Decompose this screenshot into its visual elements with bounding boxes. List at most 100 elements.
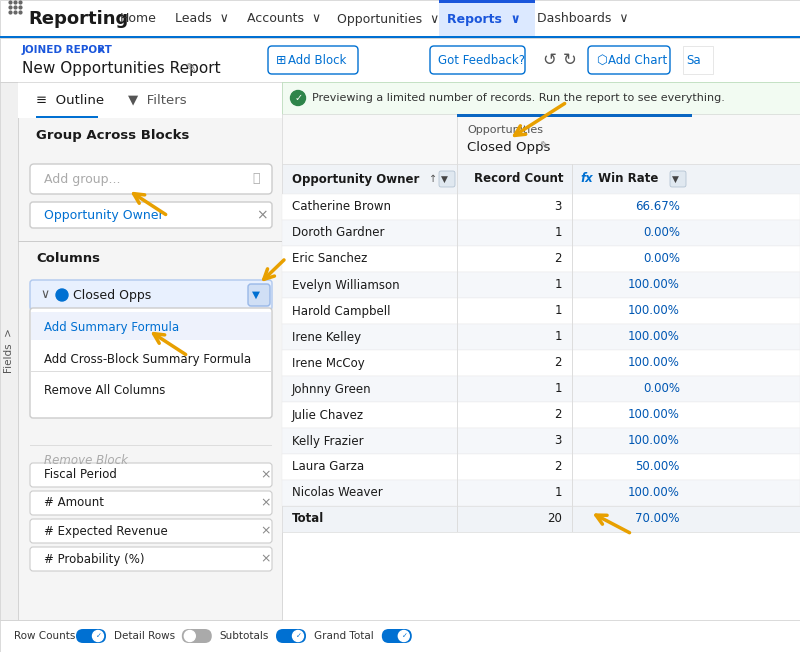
FancyBboxPatch shape: [430, 46, 525, 74]
Bar: [457, 480, 458, 506]
Text: 100.00%: 100.00%: [628, 486, 680, 499]
Text: 2: 2: [554, 460, 562, 473]
Bar: [572, 506, 573, 532]
Bar: [282, 82, 800, 620]
Circle shape: [293, 630, 303, 642]
Bar: [572, 454, 573, 480]
Bar: [457, 428, 458, 454]
Text: 100.00%: 100.00%: [628, 278, 680, 291]
Bar: [282, 454, 800, 480]
Text: 100.00%: 100.00%: [628, 331, 680, 344]
Text: 66.67%: 66.67%: [635, 201, 680, 213]
Text: Remove Block: Remove Block: [44, 454, 128, 466]
Text: 100.00%: 100.00%: [628, 434, 680, 447]
Text: Leads  ∨: Leads ∨: [175, 12, 229, 25]
Bar: [457, 114, 458, 164]
Text: ×: ×: [256, 208, 268, 222]
Bar: [457, 194, 458, 220]
Text: 0.00%: 0.00%: [643, 252, 680, 265]
Text: Harold Campbell: Harold Campbell: [292, 304, 390, 318]
Bar: [572, 350, 573, 376]
FancyBboxPatch shape: [30, 463, 272, 487]
Bar: [282, 220, 800, 246]
Circle shape: [93, 630, 103, 642]
Text: ▼: ▼: [672, 175, 679, 183]
Text: Total: Total: [292, 512, 324, 526]
Text: Reporting: Reporting: [28, 10, 128, 28]
Text: Closed Opps: Closed Opps: [73, 288, 151, 301]
Text: # Probability (%): # Probability (%): [44, 552, 145, 565]
Text: Eric Sanchez: Eric Sanchez: [292, 252, 367, 265]
Bar: [457, 376, 458, 402]
Bar: [457, 164, 458, 194]
Text: Fiscal Period: Fiscal Period: [44, 469, 117, 481]
Text: 50.00%: 50.00%: [636, 460, 680, 473]
Text: ✓: ✓: [402, 633, 408, 639]
Text: Dashboards  ∨: Dashboards ∨: [537, 12, 629, 25]
Bar: [282, 164, 800, 194]
FancyBboxPatch shape: [439, 171, 455, 187]
Text: ×: ×: [260, 552, 270, 565]
Text: Columns: Columns: [36, 252, 100, 265]
Text: Irene Kelley: Irene Kelley: [292, 331, 361, 344]
Bar: [0, 36, 800, 38]
Text: ✎: ✎: [539, 142, 548, 152]
Text: ↑: ↑: [429, 174, 437, 184]
Bar: [30, 445, 272, 446]
Bar: [36, 116, 98, 118]
Text: Grand Total: Grand Total: [314, 631, 374, 641]
Text: Add Chart: Add Chart: [608, 53, 667, 67]
FancyBboxPatch shape: [588, 46, 670, 74]
Bar: [282, 246, 800, 272]
Text: Group Across Blocks: Group Across Blocks: [36, 128, 190, 141]
Text: ✓: ✓: [96, 633, 102, 639]
Bar: [0, 82, 18, 620]
Bar: [31, 371, 271, 372]
Text: Add group...: Add group...: [44, 173, 121, 186]
Bar: [457, 454, 458, 480]
Text: Add Block: Add Block: [288, 53, 346, 67]
Text: ×: ×: [260, 497, 270, 509]
Text: Add Summary Formula: Add Summary Formula: [44, 321, 179, 334]
FancyBboxPatch shape: [76, 629, 106, 643]
Text: 70.00%: 70.00%: [635, 512, 680, 526]
Bar: [457, 220, 458, 246]
Text: Home: Home: [120, 12, 157, 25]
Text: 1: 1: [554, 226, 562, 239]
Text: Opportunity Owner: Opportunity Owner: [292, 173, 419, 186]
Text: Nicolas Weaver: Nicolas Weaver: [292, 486, 382, 499]
Text: 1: 1: [554, 304, 562, 318]
Text: 20: 20: [547, 512, 562, 526]
Text: Accounts  ∨: Accounts ∨: [247, 12, 321, 25]
FancyBboxPatch shape: [382, 629, 412, 643]
Text: Record Count: Record Count: [474, 173, 564, 186]
Text: 0.00%: 0.00%: [643, 383, 680, 396]
Bar: [18, 82, 282, 620]
Bar: [572, 272, 573, 298]
Bar: [572, 402, 573, 428]
FancyBboxPatch shape: [276, 629, 306, 643]
Text: ▼  Filters: ▼ Filters: [128, 93, 186, 106]
Text: Fields  >: Fields >: [4, 329, 14, 374]
Bar: [572, 480, 573, 506]
Text: ✎: ✎: [186, 61, 197, 74]
Text: ≡  Outline: ≡ Outline: [36, 93, 104, 106]
Text: Add Cross-Block Summary Formula: Add Cross-Block Summary Formula: [44, 353, 251, 366]
Bar: [282, 114, 800, 164]
FancyBboxPatch shape: [30, 308, 272, 418]
Bar: [282, 82, 800, 114]
Text: 100.00%: 100.00%: [628, 357, 680, 370]
Text: Win Rate: Win Rate: [594, 173, 658, 186]
Bar: [683, 46, 713, 74]
Bar: [457, 324, 458, 350]
Text: Opportunity Owner: Opportunity Owner: [44, 209, 164, 222]
FancyBboxPatch shape: [182, 629, 212, 643]
Text: Kelly Frazier: Kelly Frazier: [292, 434, 364, 447]
Text: Sa: Sa: [686, 53, 701, 67]
Bar: [18, 241, 282, 242]
Text: ↻: ↻: [563, 51, 577, 69]
Text: 100.00%: 100.00%: [628, 409, 680, 421]
Bar: [282, 298, 800, 324]
Bar: [282, 376, 800, 402]
Bar: [282, 194, 800, 220]
